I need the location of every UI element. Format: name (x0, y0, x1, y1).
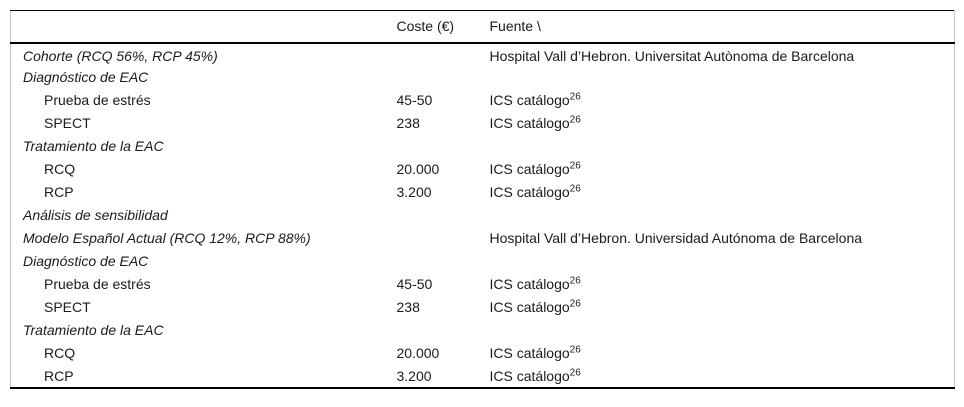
row-fuente-value: ICS catálogo26 (490, 296, 955, 319)
row-coste-value: 20.000 (396, 161, 440, 177)
row-fuente-value: ICS catálogo26 (490, 365, 955, 388)
row-fuente-value (490, 319, 955, 342)
table-row: Modelo Español Actual (RCQ 12%, RCP 88%)… (11, 227, 955, 250)
row-label: RCQ (44, 345, 76, 361)
row-label: RCP (44, 367, 74, 384)
fuente-text: ICS catálogo (489, 161, 570, 177)
row-coste-value: 238 (396, 299, 420, 315)
table-row: RCP 3.200 ICS catálogo26 (11, 181, 955, 204)
table-row: SPECT 238 ICS catálogo26 (11, 112, 955, 135)
row-fuente-value: Hospital Vall d’Hebron. Universitat Autò… (490, 43, 955, 66)
citation-superscript: 26 (569, 366, 581, 378)
fuente-text: ICS catálogo (489, 184, 570, 200)
row-label: RCP (44, 184, 74, 200)
row-label: Cohorte (RCQ 56%, RCP 45%) (23, 47, 218, 64)
col-header-item (10, 10, 397, 44)
table-row: RCQ 20.000 ICS catálogo26 (11, 342, 955, 365)
row-label: RCQ (44, 161, 76, 177)
row-coste-value (397, 227, 490, 250)
fuente-text: ICS catálogo (489, 299, 570, 315)
cost-table-container: Coste (€) Fuente \ Cohorte (RCQ 56%, RCP… (10, 10, 955, 389)
row-label: Modelo Español Actual (RCQ 12%, RCP 88%) (23, 230, 311, 246)
citation-superscript: 26 (569, 298, 581, 310)
table-row: SPECT 238 ICS catálogo26 (11, 296, 955, 319)
row-fuente-value: ICS catálogo26 (490, 181, 955, 204)
row-fuente-value (490, 204, 955, 227)
fuente-text: ICS catálogo (489, 367, 570, 384)
citation-superscript: 26 (569, 160, 581, 172)
fuente-text: ICS catálogo (489, 345, 570, 361)
citation-superscript: 26 (569, 114, 581, 126)
row-coste-value (397, 250, 490, 273)
row-fuente-value: Hospital Vall d’Hebron. Universidad Autó… (490, 227, 955, 250)
table-row: Tratamiento de la EAC (11, 319, 955, 342)
table-row: Tratamiento de la EAC (11, 135, 955, 158)
row-fuente-value (490, 135, 955, 158)
table-row: Análisis de sensibilidad (11, 204, 955, 227)
col-header-coste: Coste (€) (396, 10, 490, 44)
row-coste-value (397, 43, 490, 66)
col-header-fuente: Fuente \ (489, 10, 955, 44)
header-row: Coste (€) Fuente \ (10, 10, 955, 44)
citation-superscript: 26 (569, 91, 581, 103)
row-coste-value: 238 (396, 115, 420, 131)
table-row: Prueba de estrés 45-50 ICS catálogo26 (11, 89, 955, 112)
fuente-text: ICS catálogo (489, 115, 570, 131)
table-row: RCP 3.200 ICS catálogo26 (11, 365, 955, 388)
row-fuente-value (490, 250, 955, 273)
row-coste-value: 3.200 (396, 367, 432, 384)
fuente-text: ICS catálogo (489, 92, 570, 108)
row-coste-value: 3.200 (396, 184, 432, 200)
row-label: Análisis de sensibilidad (23, 207, 168, 223)
citation-superscript: 26 (569, 275, 581, 287)
row-coste-value (397, 66, 490, 89)
row-label: Prueba de estrés (44, 92, 151, 108)
row-label: Tratamiento de la EAC (23, 322, 164, 338)
row-coste-value: 45-50 (396, 276, 433, 292)
row-label: Tratamiento de la EAC (23, 138, 164, 154)
citation-superscript: 26 (569, 344, 581, 356)
row-label: SPECT (44, 115, 91, 131)
row-coste-value: 20.000 (396, 345, 440, 361)
table-row: Prueba de estrés 45-50 ICS catálogo26 (11, 273, 955, 296)
cost-source-table: Coste (€) Fuente \ Cohorte (RCQ 56%, RCP… (10, 10, 955, 389)
row-fuente-value: ICS catálogo26 (490, 89, 955, 112)
table-row: Cohorte (RCQ 56%, RCP 45%) Hospital Vall… (11, 43, 955, 66)
row-coste-value (397, 204, 490, 227)
row-coste-value: 45-50 (396, 92, 433, 108)
row-fuente-value: ICS catálogo26 (490, 158, 955, 181)
fuente-text: ICS catálogo (489, 276, 570, 292)
row-coste-value (397, 135, 490, 158)
row-fuente-value: ICS catálogo26 (490, 342, 955, 365)
row-fuente-value: ICS catálogo26 (490, 273, 955, 296)
row-coste-value (397, 319, 490, 342)
table-row: Diagnóstico de EAC (11, 66, 955, 89)
row-fuente-value (490, 66, 955, 89)
citation-superscript: 26 (569, 183, 581, 195)
fuente-text: Hospital Vall d’Hebron. Universidad Autó… (489, 230, 863, 246)
row-label: SPECT (44, 299, 91, 315)
table-row: Diagnóstico de EAC (11, 250, 955, 273)
row-label: Prueba de estrés (44, 276, 151, 292)
fuente-text: Hospital Vall d’Hebron. Universitat Autò… (489, 47, 855, 64)
row-fuente-value: ICS catálogo26 (490, 112, 955, 135)
row-label: Diagnóstico de EAC (23, 253, 149, 269)
table-row: RCQ 20.000 ICS catálogo26 (11, 158, 955, 181)
row-label: Diagnóstico de EAC (23, 69, 149, 85)
